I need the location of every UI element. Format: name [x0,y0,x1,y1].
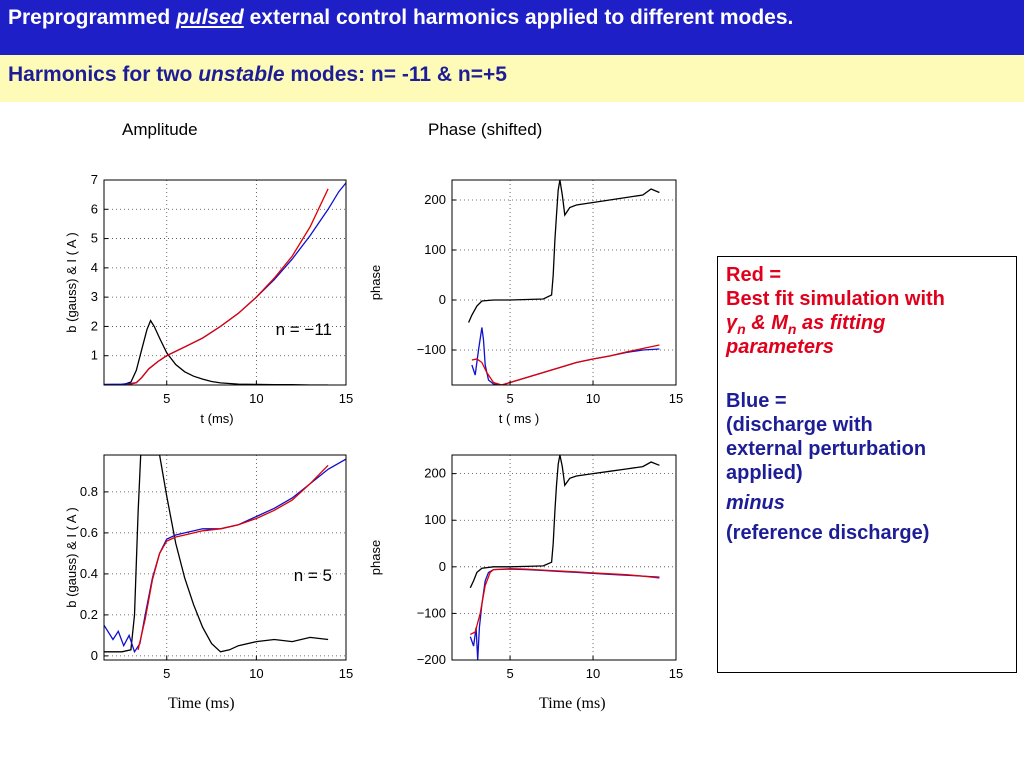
y-axis-label: phase [368,540,383,575]
title-text-emph: pulsed [176,6,244,29]
plot-background [104,180,346,385]
slide-subtitle: Harmonics for two unstable modes: n= -11… [0,55,1024,102]
legend-minus: minus [726,492,785,514]
subtitle-text-emph: unstable [198,63,285,86]
y-tick-label: 0.8 [80,484,98,499]
amplitude-top-chart: 5 10 15 1 2 3 4 5 6 7 t (ms) b (gauss) & I ( A ) n =… [64,172,353,426]
legend-red-line2: γn & Mn as fitting [726,311,1008,337]
y-tick-label: 6 [91,201,98,216]
plot-frame [103,454,347,661]
x-tick-label: 5 [163,391,170,406]
legend-red-and: & M [745,312,788,334]
x-tick-label: 5 [506,666,513,681]
x-tick-label: 15 [339,391,353,406]
y-tick-label: 200 [424,192,446,207]
x-tick-label: 10 [249,666,263,681]
series-line-blue [104,458,346,654]
legend-box: Red = Best fit simulation with γn & Mn a… [717,256,1017,673]
x-tick-label: 10 [586,666,600,681]
y-tick-label: 4 [91,260,98,275]
plot-frame [103,179,347,386]
legend-red-line1: Best fit simulation with [726,288,945,310]
legend-subscript-n2: n [787,321,797,337]
y-tick-label: 0.6 [80,525,98,540]
time-label-left: Time (ms) [168,695,235,712]
x-tick-label: 15 [669,391,683,406]
y-tick-label: 200 [424,466,446,481]
legend-subscript-n1: n [737,321,746,337]
legend-blue-line1: (discharge with [726,414,873,436]
plot-background [452,455,676,660]
x-tick-label: 10 [249,391,263,406]
y-tick-label: 1 [91,348,98,363]
y-axis-label: b (gauss) & I ( A ) [64,507,79,607]
y-tick-label: 0 [439,292,446,307]
subtitle-text-pre: Harmonics for two [8,63,193,86]
mode-annotation: n = −11 [276,320,332,339]
x-tick-label: 15 [339,666,353,681]
phase-column-header: Phase (shifted) [428,120,543,139]
legend-blue-line4: (reference discharge) [726,522,930,544]
x-tick-label: 5 [163,666,170,681]
y-tick-label: 100 [424,512,446,527]
plot-frame [451,179,677,386]
amplitude-column-header: Amplitude [122,120,198,139]
legend-red-title: Red = [726,264,782,286]
plot-background [104,455,346,660]
x-axis-label: t (ms) [200,411,233,426]
legend-gamma-symbol: γ [726,312,738,334]
legend-red-as: as fitting [796,312,886,334]
mode-annotation: n = 5 [294,566,332,585]
phase-top-chart: 5 10 15 −100 0 100 200 t ( ms ) phase [368,179,683,426]
y-tick-label: −100 [417,605,446,620]
legend-blue-line3: applied) [726,462,803,484]
y-tick-label: −100 [417,342,446,357]
y-axis-label: phase [368,265,383,300]
y-tick-label: 0.4 [80,566,98,581]
y-tick-label: 0.2 [80,607,98,622]
y-tick-label: 100 [424,242,446,257]
time-label-right: Time (ms) [539,695,606,712]
legend-blue-line2: external perturbation [726,438,927,460]
phase-bottom-chart: 5 10 15 −200 −100 0 100 200 phase [368,454,683,681]
series-line-red [470,568,660,635]
title-text-pre: Preprogrammed [8,6,171,29]
x-tick-label: 15 [669,666,683,681]
x-axis-label: t ( ms ) [499,411,539,426]
legend-blue-title: Blue = [726,390,787,412]
y-tick-label: 2 [91,318,98,333]
series-line-black [104,455,329,653]
plot-frame [451,454,677,661]
legend-red-line3: parameters [726,336,834,358]
title-text-post: external control harmonics applied to di… [249,6,794,29]
series-line-red [127,188,329,385]
y-tick-label: 7 [91,172,98,187]
y-axis-label: b (gauss) & I ( A ) [64,232,79,332]
series-line-red [471,344,660,385]
y-tick-label: 0 [91,648,98,663]
y-tick-label: 0 [439,559,446,574]
y-tick-label: −200 [417,652,446,667]
series-line-black [468,180,660,323]
y-tick-label: 3 [91,289,98,304]
series-line-red [137,464,329,650]
series-line-black [469,455,660,589]
slide-title: Preprogrammed pulsed external control ha… [0,0,1024,55]
subtitle-text-post: modes: n= -11 & n=+5 [290,63,507,86]
y-tick-label: 5 [91,231,98,246]
x-tick-label: 10 [586,391,600,406]
amplitude-bottom-chart: 5 10 15 0 0.2 0.4 0.6 0.8b (gauss) & I ( A ) n =… [64,454,353,681]
x-tick-label: 5 [506,391,513,406]
